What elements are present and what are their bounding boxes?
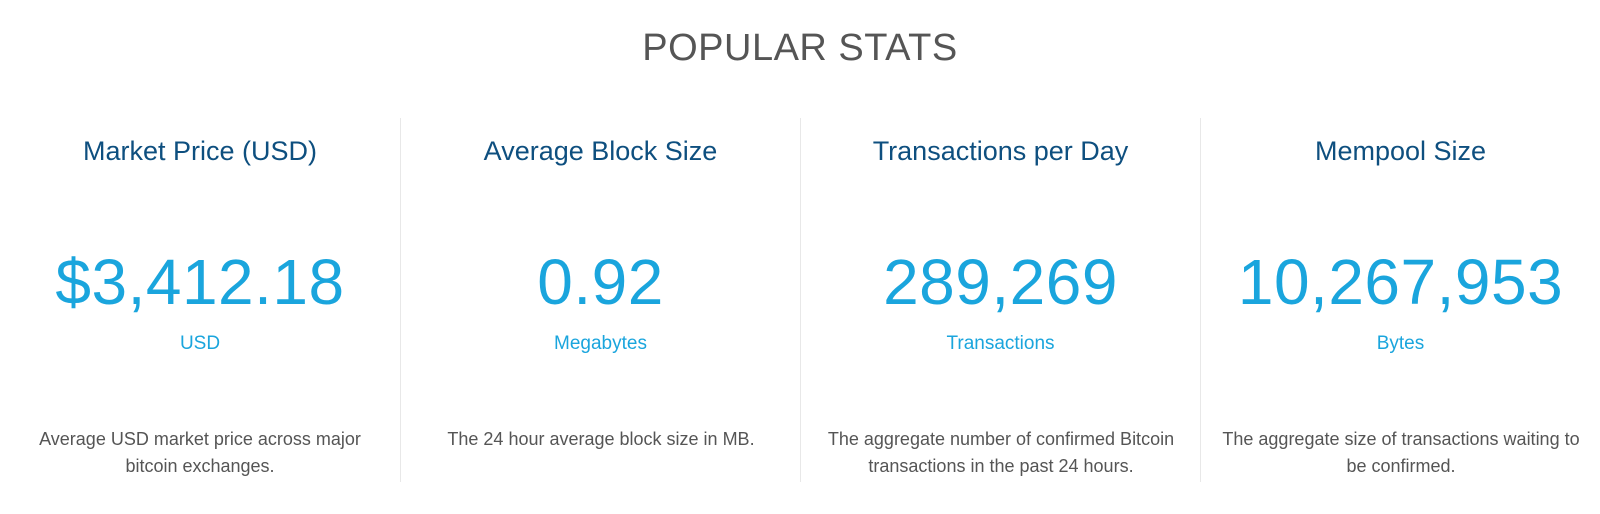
stat-title[interactable]: Market Price (USD) <box>82 136 318 166</box>
stat-unit: Bytes <box>1376 333 1425 354</box>
stat-value: $3,412.18 <box>55 246 345 318</box>
stat-description: The aggregate number of confirmed Bitcoi… <box>827 429 1175 476</box>
section-title: POPULAR STATS <box>642 27 958 69</box>
stat-card-mempool-size[interactable]: Mempool Size 10,267,953 Bytes The aggreg… <box>1200 118 1600 482</box>
stat-title[interactable]: Transactions per Day <box>872 136 1129 166</box>
stat-value: 10,267,953 <box>1237 246 1564 318</box>
stat-title[interactable]: Mempool Size <box>1314 136 1487 166</box>
stats-row: Market Price (USD) $3,412.18 USD Average… <box>0 118 1600 482</box>
stat-card-market-price[interactable]: Market Price (USD) $3,412.18 USD Average… <box>0 118 400 482</box>
stat-value: 289,269 <box>883 246 1118 318</box>
stat-description: Average USD market price across major bi… <box>39 429 361 476</box>
stat-description: The 24 hour average block size in MB. <box>447 429 755 449</box>
stat-title[interactable]: Average Block Size <box>483 136 718 166</box>
stat-value: 0.92 <box>537 246 664 318</box>
stat-card-transactions-per-day[interactable]: Transactions per Day 289,269 Transaction… <box>800 118 1200 482</box>
stat-description: The aggregate size of transactions waiti… <box>1222 429 1580 476</box>
stat-unit: Megabytes <box>554 333 647 354</box>
stat-unit: USD <box>179 333 221 354</box>
stat-unit: Transactions <box>946 333 1055 354</box>
stat-card-average-block-size[interactable]: Average Block Size 0.92 Megabytes The 24… <box>400 118 800 482</box>
